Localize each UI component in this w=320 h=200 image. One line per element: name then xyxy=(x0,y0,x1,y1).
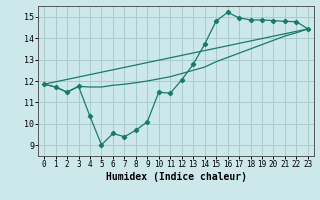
X-axis label: Humidex (Indice chaleur): Humidex (Indice chaleur) xyxy=(106,172,246,182)
